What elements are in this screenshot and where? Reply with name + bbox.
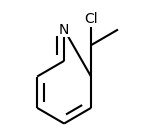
Text: Cl: Cl xyxy=(84,12,98,26)
Text: N: N xyxy=(59,22,69,37)
